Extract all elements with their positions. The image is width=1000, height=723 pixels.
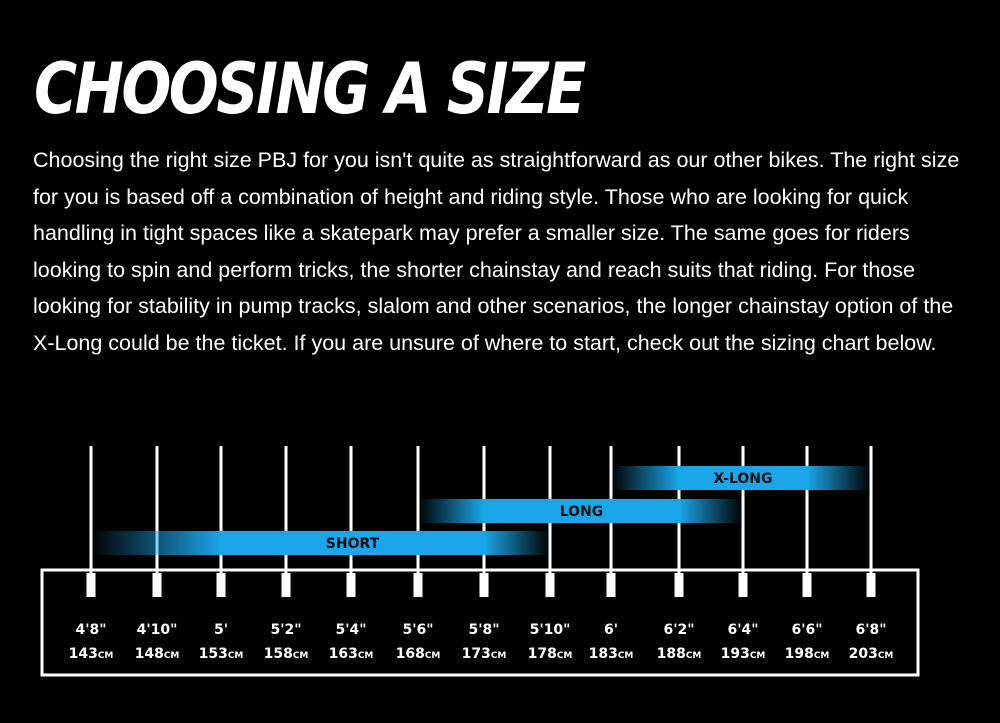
size-range-bars: SHORT LONG X-LONG — [91, 466, 871, 555]
height-label-imperial: 5'4" — [335, 622, 366, 638]
height-label-metric: 158CM — [264, 646, 309, 662]
height-label-imperial: 6'6" — [791, 622, 822, 638]
height-tick-marker — [866, 573, 876, 597]
height-label-metric: 203CM — [849, 646, 894, 662]
height-tick-marker — [413, 573, 423, 597]
page-title: CHOOSING A SIZE — [34, 48, 586, 130]
height-label-imperial: 4'8" — [75, 622, 106, 638]
height-label-metric: 188CM — [657, 646, 702, 662]
height-label-imperial: 6'4" — [727, 622, 758, 638]
height-label-imperial: 5'8" — [468, 622, 499, 638]
height-tick-marker — [216, 573, 226, 597]
size-bar-label: SHORT — [326, 536, 380, 552]
height-tick-marker — [802, 573, 812, 597]
size-bar-long — [418, 499, 743, 523]
height-label-imperial: 6'2" — [663, 622, 694, 638]
height-label-imperial: 6'8" — [855, 622, 886, 638]
height-label-imperial: 5'2" — [270, 622, 301, 638]
height-tick-marker — [281, 573, 291, 597]
size-bar-x-long — [611, 466, 871, 490]
size-chart: SHORT LONG X-LONG 4'8" 143CM 4'10" 148CM 5' 153… — [40, 446, 920, 677]
height-tick-marker — [738, 573, 748, 597]
height-label-metric: 198CM — [785, 646, 830, 662]
intro-paragraph: Choosing the right size PBJ for you isn'… — [33, 148, 960, 355]
height-label-metric: 193CM — [721, 646, 766, 662]
height-label-metric: 178CM — [528, 646, 573, 662]
height-label-metric: 168CM — [396, 646, 441, 662]
height-scale-box — [40, 568, 920, 677]
size-bar-short — [91, 531, 550, 555]
height-tick-marker — [674, 573, 684, 597]
height-tick-marker — [346, 573, 356, 597]
height-label-imperial: 5'10" — [530, 622, 571, 638]
height-label-imperial: 5' — [214, 622, 228, 638]
height-tick-marker — [152, 573, 162, 597]
height-label-imperial: 6' — [604, 622, 618, 638]
height-label-imperial: 4'10" — [137, 622, 178, 638]
height-label-metric: 163CM — [329, 646, 374, 662]
height-tick-marker — [86, 573, 96, 597]
height-label-metric: 143CM — [69, 646, 114, 662]
height-tick-marker — [545, 573, 555, 597]
size-bar-label: LONG — [560, 504, 604, 520]
height-label-metric: 153CM — [199, 646, 244, 662]
height-label-metric: 183CM — [589, 646, 634, 662]
height-tick-marker — [479, 573, 489, 597]
height-label-metric: 173CM — [462, 646, 507, 662]
height-label-metric: 148CM — [135, 646, 180, 662]
height-label-imperial: 5'6" — [402, 622, 433, 638]
height-tick-marker — [606, 573, 616, 597]
height-labels: 4'8" 143CM 4'10" 148CM 5' 153CM 5'2" 158CM 5'4" 1… — [69, 622, 894, 662]
size-bar-label: X-LONG — [714, 471, 773, 487]
